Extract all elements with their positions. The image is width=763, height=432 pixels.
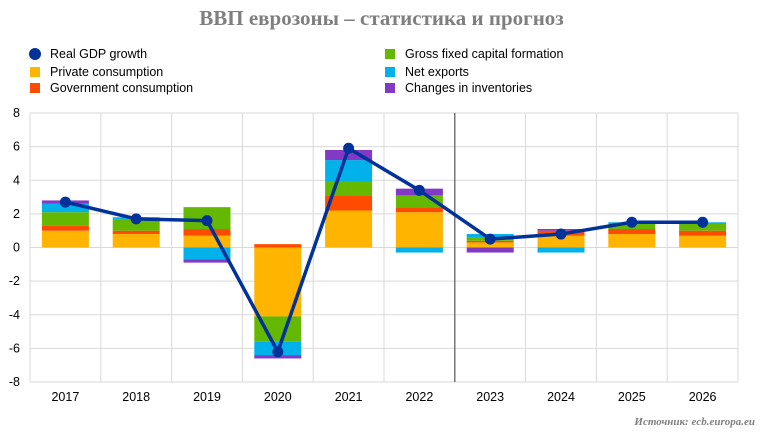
bar-segment xyxy=(466,242,514,248)
gdp-point xyxy=(555,228,567,240)
legend-label: Government consumption xyxy=(50,81,194,95)
gdp-point xyxy=(697,216,709,228)
bar-segment xyxy=(608,229,656,235)
bar-segment xyxy=(679,230,727,236)
legend-label: Private consumption xyxy=(50,65,164,79)
bar-segment xyxy=(395,195,443,208)
bar-segment xyxy=(466,247,514,253)
gdp-point xyxy=(413,184,425,196)
bar-segment xyxy=(183,235,231,248)
x-tick-label: 2018 xyxy=(122,390,150,404)
gdp-point xyxy=(626,216,638,228)
bar-segment xyxy=(325,160,373,182)
legend-swatch xyxy=(30,83,40,93)
gdp-growth-line xyxy=(64,146,703,354)
bar-segment xyxy=(183,247,231,260)
x-tick-label: 2024 xyxy=(547,390,575,404)
y-tick-label: -8 xyxy=(9,375,20,389)
legend-swatch xyxy=(385,49,395,59)
chart-title: ВВП еврозоны – статистика и прогноз xyxy=(199,6,564,30)
bar-segment xyxy=(112,234,160,248)
y-tick-label: 8 xyxy=(13,106,20,120)
y-tick-label: 0 xyxy=(13,241,20,255)
legend-label: Net exports xyxy=(405,65,469,79)
bar-segment xyxy=(325,149,373,161)
bar-segment xyxy=(395,207,443,213)
bar-segment xyxy=(395,212,443,248)
legend-marker xyxy=(29,48,41,60)
bar-segment xyxy=(112,218,160,231)
bar-segment xyxy=(537,235,585,248)
bar-segment xyxy=(537,247,585,253)
bar-segment xyxy=(608,234,656,248)
bar-segment xyxy=(254,244,302,248)
legend-label: Real GDP growth xyxy=(50,47,148,61)
gdp-point xyxy=(484,233,496,245)
gdp-point xyxy=(201,215,213,227)
bar-segment xyxy=(325,195,373,211)
gdp-point xyxy=(343,142,355,154)
x-tick-label: 2025 xyxy=(618,390,646,404)
bar-segment xyxy=(41,225,89,231)
y-tick-label: 2 xyxy=(13,207,20,221)
legend-swatch xyxy=(385,67,395,77)
legend-label: Changes in inventories xyxy=(405,81,533,95)
x-tick-label: 2026 xyxy=(689,390,717,404)
x-tick-label: 2021 xyxy=(335,390,363,404)
source-note: Источник: ecb.europa.eu xyxy=(634,416,755,428)
bar-segment xyxy=(183,229,231,236)
legend-swatch xyxy=(30,67,40,77)
y-tick-label: 4 xyxy=(13,173,20,187)
gdp-point xyxy=(130,213,142,225)
legend-label: Gross fixed capital formation xyxy=(405,47,564,61)
gdp-point xyxy=(59,196,71,208)
y-tick-label: -6 xyxy=(9,341,20,355)
y-tick-label: -4 xyxy=(9,308,20,322)
y-tick-label: -2 xyxy=(9,274,20,288)
x-tick-label: 2022 xyxy=(405,390,433,404)
x-tick-label: 2020 xyxy=(264,390,292,404)
gdp-point xyxy=(272,346,284,358)
x-tick-label: 2019 xyxy=(193,390,221,404)
bar-segment xyxy=(41,203,89,213)
bar-segment xyxy=(112,230,160,235)
x-tick-label: 2017 xyxy=(51,390,79,404)
legend-swatch xyxy=(385,83,395,93)
y-tick-label: 6 xyxy=(13,140,20,154)
bar-segment xyxy=(41,212,89,226)
x-tick-label: 2023 xyxy=(476,390,504,404)
bar-segment xyxy=(41,230,89,248)
bar-segment xyxy=(395,247,443,253)
bar-segment xyxy=(325,210,373,248)
bar-segment xyxy=(679,235,727,248)
bar-segment xyxy=(183,259,231,263)
